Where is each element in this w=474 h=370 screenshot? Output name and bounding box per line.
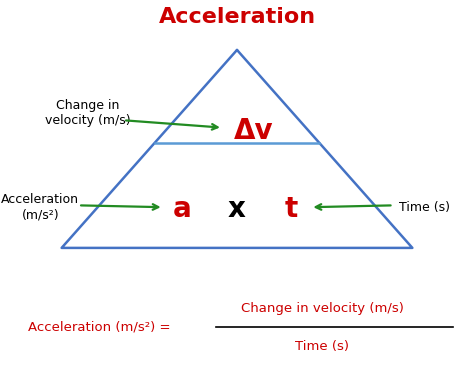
Text: Time (s): Time (s) <box>399 201 450 214</box>
Text: Acceleration
(m/s²): Acceleration (m/s²) <box>1 193 79 221</box>
Text: Acceleration (m/s²) =: Acceleration (m/s²) = <box>28 321 175 334</box>
Text: Change in velocity (m/s): Change in velocity (m/s) <box>241 302 404 315</box>
Text: x: x <box>228 195 246 223</box>
Text: Time (s): Time (s) <box>295 340 349 353</box>
Text: Acceleration: Acceleration <box>158 7 316 27</box>
Text: t: t <box>285 195 298 223</box>
Text: a: a <box>173 195 192 223</box>
Text: Change in
velocity (m/s): Change in velocity (m/s) <box>45 99 130 127</box>
Text: Δv: Δv <box>234 117 273 145</box>
